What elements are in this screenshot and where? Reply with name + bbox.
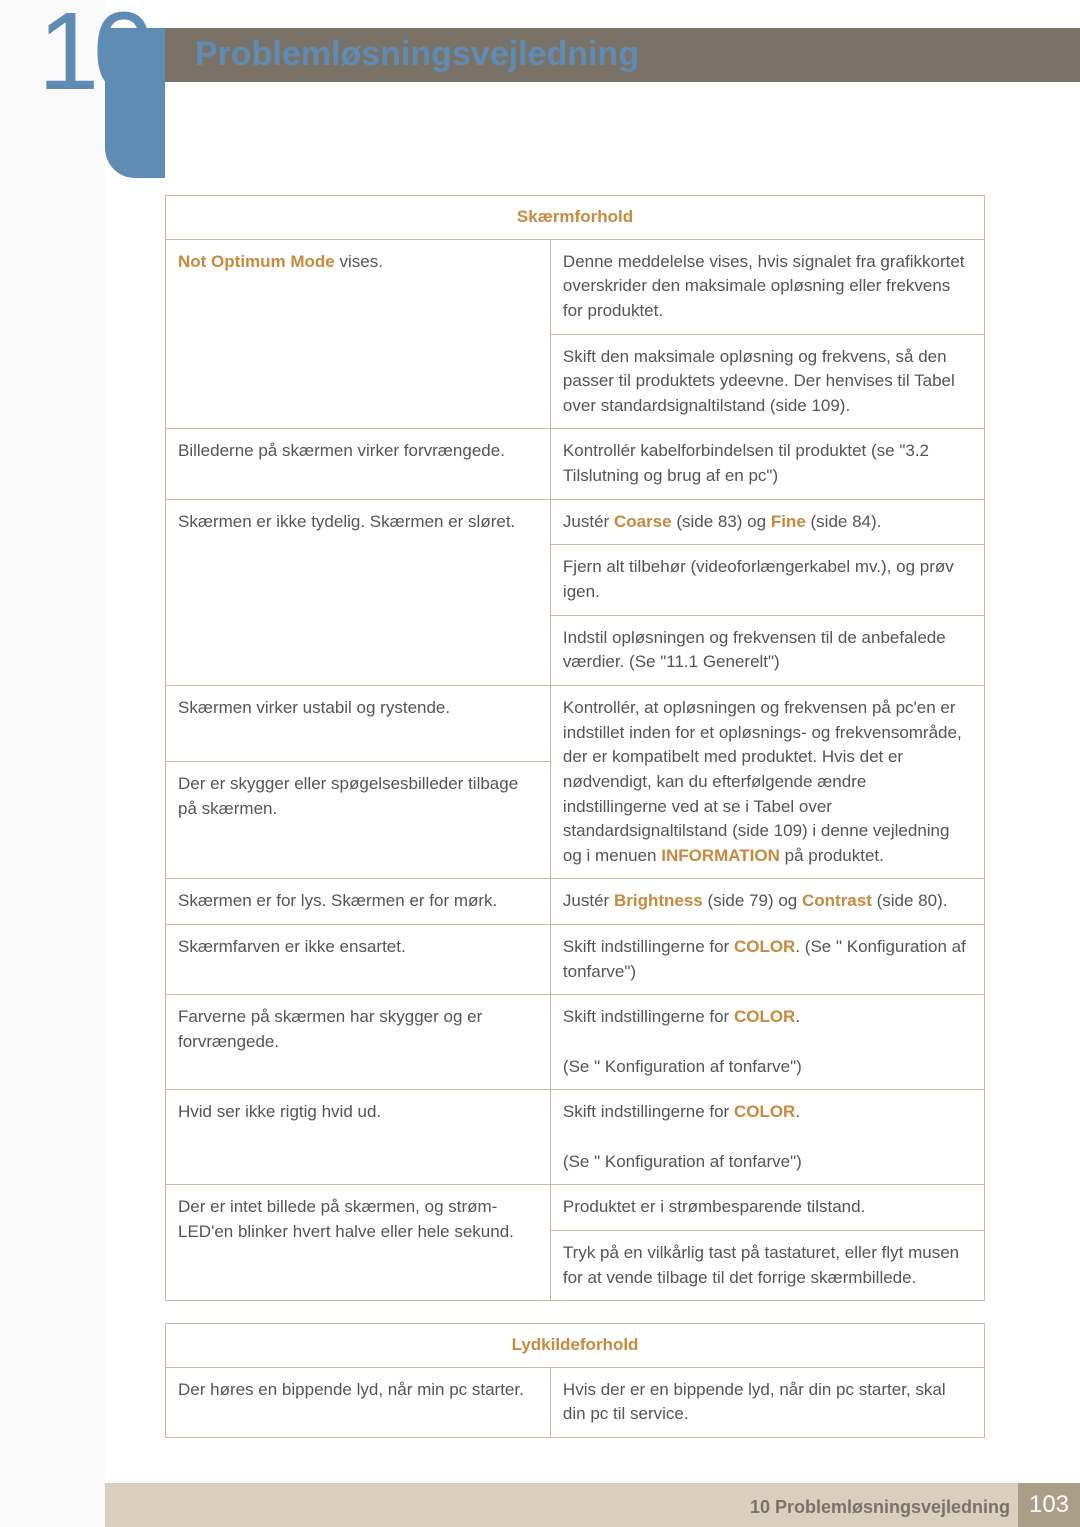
footer-title: 10 Problemløsningsvejledning — [750, 1494, 1010, 1520]
chapter-title: Problemløsningsvejledning — [195, 30, 639, 79]
table-cell: Skærmen er for lys. Skærmen er for mørk. — [166, 879, 551, 925]
table-cell: Skift indstillingerne for COLOR. (Se " K… — [550, 925, 984, 995]
table-cell: Hvid ser ikke rigtig hvid ud. — [166, 1090, 551, 1185]
left-margin — [0, 0, 105, 1527]
table-cell: Skærmen virker ustabil og rystende. — [166, 685, 551, 761]
chapter-number: 10 — [38, 0, 148, 132]
table-cell: Skærmen er ikke tydelig. Skærmen er slør… — [166, 499, 551, 685]
table-cell: Not Optimum Mode vises. — [166, 239, 551, 429]
table-cell: Hvis der er en bippende lyd, når din pc … — [550, 1367, 984, 1437]
table-cell: Der er skygger eller spøgelsesbilleder t… — [166, 762, 551, 879]
table-cell: Justér Brightness (side 79) og Contrast … — [550, 879, 984, 925]
page-number: 103 — [1018, 1483, 1080, 1527]
troubleshoot-table-screen: SkærmforholdNot Optimum Mode vises.Denne… — [165, 195, 985, 1301]
page-content: SkærmforholdNot Optimum Mode vises.Denne… — [165, 195, 985, 1460]
table-cell: Skærmfarven er ikke ensartet. — [166, 925, 551, 995]
table-cell: Kontrollér kabelforbindelsen til produkt… — [550, 429, 984, 499]
table-row: Skærmfarven er ikke ensartet.Skift indst… — [166, 925, 985, 995]
table-cell: Tryk på en vilkårlig tast på tastaturet,… — [550, 1230, 984, 1300]
troubleshoot-table-audio: LydkildeforholdDer høres en bippende lyd… — [165, 1323, 985, 1438]
table-row: Farverne på skærmen har skygger og er fo… — [166, 995, 985, 1090]
table-cell: Kontrollér, at opløsningen og frekvensen… — [550, 685, 984, 878]
table-row: Skærmen er for lys. Skærmen er for mørk.… — [166, 879, 985, 925]
page-footer: 10 Problemløsningsvejledning 103 — [105, 1483, 1080, 1527]
table-header: Lydkildeforhold — [166, 1324, 985, 1368]
table-cell: Justér Coarse (side 83) og Fine (side 84… — [550, 499, 984, 545]
table-cell: Skift indstillingerne for COLOR.(Se " Ko… — [550, 995, 984, 1090]
table-cell: Indstil opløsningen og frekvensen til de… — [550, 615, 984, 685]
table-header: Skærmforhold — [166, 196, 985, 240]
table-row: Der er intet billede på skærmen, og strø… — [166, 1185, 985, 1231]
table-cell: Der høres en bippende lyd, når min pc st… — [166, 1367, 551, 1437]
table-row: Billederne på skærmen virker forvrængede… — [166, 429, 985, 499]
table-row: Skærmen er ikke tydelig. Skærmen er slør… — [166, 499, 985, 545]
table-row: Not Optimum Mode vises.Denne meddelelse … — [166, 239, 985, 334]
table-row: Skærmen virker ustabil og rystende.Kontr… — [166, 685, 985, 761]
table-cell: Der er intet billede på skærmen, og strø… — [166, 1185, 551, 1301]
table-cell: Fjern alt tilbehør (videoforlængerkabel … — [550, 545, 984, 615]
table-row: Hvid ser ikke rigtig hvid ud.Skift indst… — [166, 1090, 985, 1185]
table-cell: Billederne på skærmen virker forvrængede… — [166, 429, 551, 499]
table-cell: Skift indstillingerne for COLOR.(Se " Ko… — [550, 1090, 984, 1185]
table-row: Der høres en bippende lyd, når min pc st… — [166, 1367, 985, 1437]
table-cell: Denne meddelelse vises, hvis signalet fr… — [550, 239, 984, 334]
table-cell: Farverne på skærmen har skygger og er fo… — [166, 995, 551, 1090]
table-cell: Produktet er i strømbesparende tilstand. — [550, 1185, 984, 1231]
table-cell: Skift den maksimale opløsning og frekven… — [550, 334, 984, 429]
